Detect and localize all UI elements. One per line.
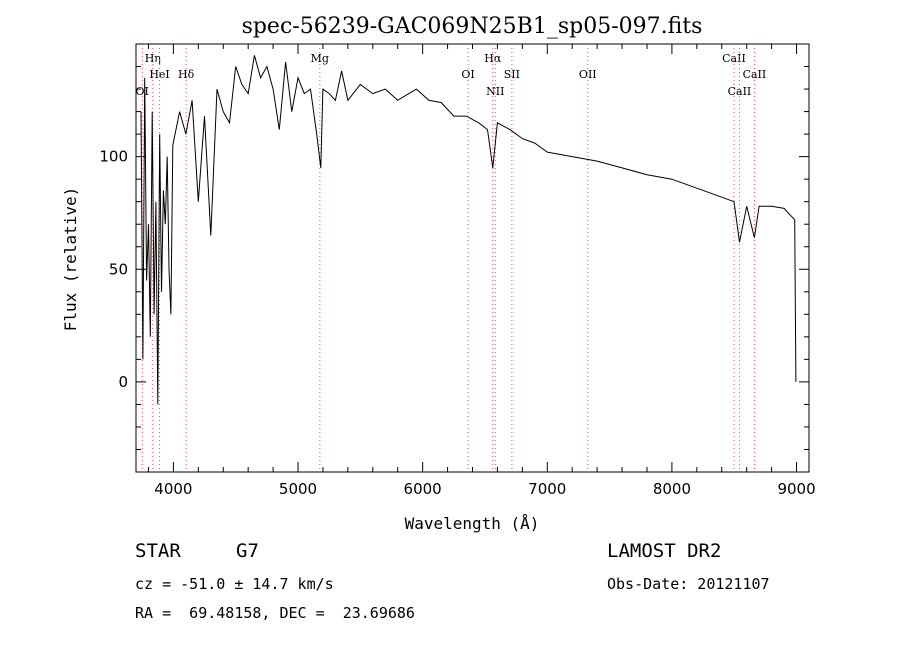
redshift-velocity: cz = -51.0 ± 14.7 km/s xyxy=(135,575,334,593)
spectral-line-label: Mg xyxy=(311,52,329,65)
spectrum-line xyxy=(140,55,797,405)
x-tick-label: 9000 xyxy=(777,480,815,498)
object-class: STAR xyxy=(135,540,181,562)
spectral-line-label: OI xyxy=(136,85,149,98)
plot-border xyxy=(135,43,810,473)
chart-title: spec-56239-GAC069N25B1_sp05-097.fits xyxy=(242,14,703,39)
x-tick-label: 8000 xyxy=(653,480,691,498)
spectral-line-label: HeI xyxy=(149,68,169,81)
series-group xyxy=(140,55,797,405)
spectral-line-label: SII xyxy=(504,68,520,81)
spectral-line-label: Hδ xyxy=(178,68,195,81)
x-tick-label: 4000 xyxy=(154,480,192,498)
spectral-line-label: Hα xyxy=(484,52,502,65)
x-tick-label: 7000 xyxy=(528,480,566,498)
y-axis-label: Flux (relative) xyxy=(61,187,80,332)
spectral-line-label: Hη xyxy=(145,52,161,65)
axis-ticks: 4000 5000 6000 7000 8000 9000 0 50 100 xyxy=(99,44,816,498)
y-tick-label: 50 xyxy=(109,260,128,278)
object-subclass: G7 xyxy=(236,540,259,562)
data-release: LAMOST DR2 xyxy=(607,540,722,562)
spectral-line-label: CaII xyxy=(722,52,746,65)
spectral-line-label: CaII xyxy=(728,85,752,98)
x-tick-label: 5000 xyxy=(279,480,317,498)
observation-date: Obs-Date: 20121107 xyxy=(607,575,770,593)
spectral-line-label: CaII xyxy=(743,68,767,81)
y-tick-label: 100 xyxy=(99,148,128,166)
spectral-line-label: OII xyxy=(579,68,597,81)
spectral-line-label: NII xyxy=(486,85,504,98)
x-axis-label: Wavelength (Å) xyxy=(405,514,540,533)
spectral-line-label: OI xyxy=(461,68,474,81)
coordinates: RA = 69.48158, DEC = 23.69686 xyxy=(135,604,415,622)
plot-frame xyxy=(135,43,810,473)
y-tick-label: 0 xyxy=(118,373,128,391)
x-tick-label: 6000 xyxy=(404,480,442,498)
